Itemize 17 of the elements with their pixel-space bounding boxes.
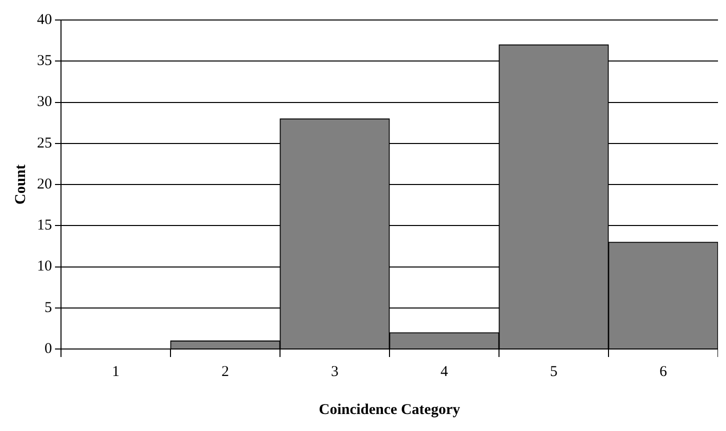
- y-tick-label: 0: [44, 340, 52, 357]
- y-tick-label: 40: [37, 12, 52, 28]
- x-tick-label: 6: [660, 364, 668, 380]
- y-tick-label: 25: [37, 135, 52, 152]
- y-tick-label: 10: [37, 258, 52, 275]
- x-axis-title: Coincidence Category: [318, 402, 461, 418]
- y-tick-label: 35: [37, 53, 52, 70]
- x-tick-label: 1: [112, 364, 120, 380]
- x-tick-label: 2: [222, 364, 229, 380]
- y-tick-label: 15: [37, 218, 52, 234]
- y-tick-label: 5: [44, 300, 52, 316]
- y-tick-label: 20: [37, 176, 52, 192]
- y-axis-title: Count: [12, 164, 29, 205]
- x-tick-label: 5: [550, 364, 558, 380]
- y-tick-label: 30: [37, 94, 52, 110]
- x-tick-label: 3: [331, 364, 338, 380]
- x-tick-label: 4: [440, 364, 448, 380]
